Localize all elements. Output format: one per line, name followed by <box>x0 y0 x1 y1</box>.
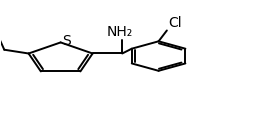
Text: S: S <box>62 34 71 48</box>
Text: NH₂: NH₂ <box>106 25 133 39</box>
Text: Cl: Cl <box>168 16 182 30</box>
